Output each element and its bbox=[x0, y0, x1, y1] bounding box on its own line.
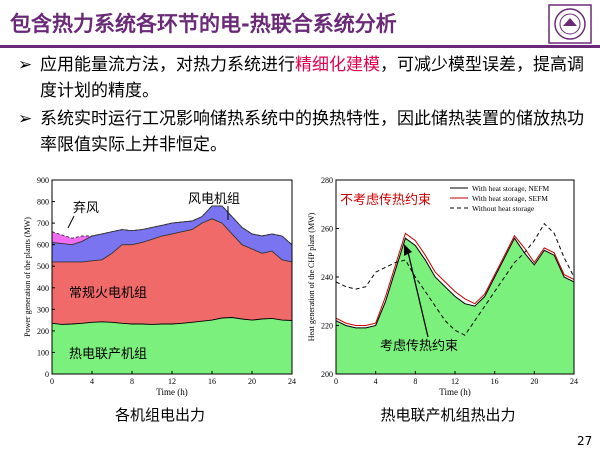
x-tick-label: 8 bbox=[130, 377, 134, 386]
line-thermal bbox=[52, 218, 293, 263]
series-line-3 bbox=[335, 222, 575, 336]
annotation-wind: 风电机组 bbox=[188, 192, 240, 207]
area-curtail bbox=[52, 205, 292, 245]
x-tick-label: 4 bbox=[90, 377, 94, 386]
x-tick-label: 16 bbox=[491, 377, 499, 386]
legend-label: Without heat storage bbox=[472, 204, 535, 213]
title-underline bbox=[0, 45, 600, 48]
area-chp bbox=[52, 317, 292, 374]
x-tick-label: 0 bbox=[334, 377, 338, 386]
line-chp bbox=[51, 317, 293, 325]
y-tick-label: 900 bbox=[37, 176, 49, 185]
y-tick-label: 260 bbox=[321, 225, 333, 234]
x-tick-label: 4 bbox=[374, 377, 378, 386]
x-tick-label: 0 bbox=[50, 377, 54, 386]
bullet-item-1: ➢ 应用能量流方法，对热力系统进行精细化建模，可减少模型误差，提高调度计划的精度… bbox=[18, 52, 588, 104]
annotation-thermal: 常规火电机组 bbox=[69, 286, 147, 301]
area-heat-fill bbox=[336, 238, 574, 374]
annotation-no-transfer-constraint: 不考虑传热约束 bbox=[340, 193, 431, 208]
bullet-item-2: ➢ 系统实时运行工况影响储热系统中的换热特性，因此储热装置的储放热功率限值实际上… bbox=[18, 106, 588, 158]
y-tick-label: 700 bbox=[37, 219, 49, 228]
series-line-1 bbox=[335, 237, 575, 329]
area-thermal bbox=[52, 218, 292, 325]
y-tick-label: 0 bbox=[45, 370, 49, 379]
legend-label: With heat storage, NEFM bbox=[472, 184, 550, 193]
y-tick-label: 200 bbox=[37, 327, 49, 336]
y-tick-label: 500 bbox=[37, 262, 49, 271]
series-line-2 bbox=[335, 232, 575, 326]
x-tick-label: 24 bbox=[570, 377, 578, 386]
university-seal-logo bbox=[548, 4, 592, 44]
annotation-curtailment: 弃风 bbox=[73, 201, 99, 216]
x-tick-label: 8 bbox=[413, 377, 417, 386]
line-curtail bbox=[51, 205, 293, 246]
bullet-text: 应用能量流方法，对热力系统进行 bbox=[40, 55, 295, 75]
y-tick-label: 600 bbox=[37, 241, 49, 250]
bullet-list: ➢ 应用能量流方法，对热力系统进行精细化建模，可减少模型误差，提高调度计划的精度… bbox=[18, 52, 588, 160]
x-tick-label: 20 bbox=[530, 377, 538, 386]
x-tick-label: 20 bbox=[248, 377, 256, 386]
x-axis-label: Time (h) bbox=[156, 387, 187, 397]
y-axis-label: Heat generation of the CHP plant (MW) bbox=[307, 212, 316, 341]
x-tick-label: 24 bbox=[288, 377, 296, 386]
y-tick-label: 200 bbox=[321, 370, 333, 379]
arrow-bullet-icon: ➢ bbox=[18, 109, 33, 129]
y-tick-label: 800 bbox=[37, 198, 49, 207]
y-axis-label: Power generation of the plants (MW) bbox=[23, 217, 32, 337]
slide-title: 包含热力系统各环节的电-热联合系统分析 bbox=[10, 12, 397, 36]
x-tick-label: 12 bbox=[168, 377, 176, 386]
y-tick-label: 220 bbox=[321, 322, 333, 331]
annotation-chp: 热电联产机组 bbox=[69, 347, 147, 362]
x-tick-label: 16 bbox=[208, 377, 216, 386]
y-tick-label: 240 bbox=[321, 273, 333, 282]
bullet-text-tail: ，可减少模型误差，提高调度计划的精度。 bbox=[40, 55, 584, 101]
bullet-text: 系统实时运行工况影响储热系统中的换热特性，因此储热装置的储放热功率限值实际上并非… bbox=[40, 109, 584, 155]
y-tick-label: 280 bbox=[321, 176, 333, 185]
y-tick-label: 400 bbox=[37, 284, 49, 293]
heat-generation-chart: 0 4 8 12 16 20 24 200 220 240 260 280 Heat generati… bbox=[307, 176, 578, 397]
caption-right: 热电联产机组热出力 bbox=[380, 406, 516, 424]
caption-left: 各机组电出力 bbox=[114, 406, 205, 424]
y-tick-label: 100 bbox=[37, 348, 49, 357]
x-axis-label: Time (h) bbox=[439, 387, 470, 397]
y-tick-label: 300 bbox=[37, 305, 49, 314]
annotation-transfer-constraint: 考虑传热约束 bbox=[380, 339, 458, 354]
power-generation-chart: 0 4 8 12 16 20 240100200300400500600700800900 … bbox=[23, 176, 296, 397]
legend-label: With heat storage, SEFM bbox=[472, 194, 548, 203]
page-number: 27 bbox=[577, 434, 593, 448]
bullet-highlight-text: 精细化建模 bbox=[295, 55, 380, 75]
arrow-bullet-icon: ➢ bbox=[18, 55, 33, 75]
x-tick-label: 12 bbox=[451, 377, 459, 386]
